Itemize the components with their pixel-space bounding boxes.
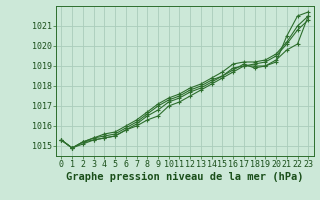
X-axis label: Graphe pression niveau de la mer (hPa): Graphe pression niveau de la mer (hPa) [66,172,304,182]
